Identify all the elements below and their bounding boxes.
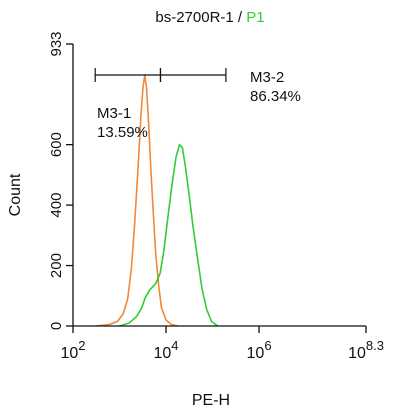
gate-markers: M3-1 13.59% M3-2 86.34%	[94, 68, 301, 141]
gate-percent: 13.59%	[97, 124, 148, 141]
x-axis-label: PE-H	[192, 392, 230, 409]
y-tick-label: 400	[48, 193, 65, 218]
x-tick-label: 106	[247, 338, 272, 362]
chart-title: bs-2700R-1 / P1	[155, 9, 264, 26]
title-gate: P1	[246, 9, 264, 26]
gate-name: M3-2	[250, 69, 284, 86]
y-tick-label: 0	[48, 322, 65, 330]
y-tick-label: 933	[48, 31, 65, 56]
gate-name: M3-1	[97, 105, 131, 122]
gate-percent: 86.34%	[250, 88, 301, 105]
y-axis-label: Count	[7, 173, 24, 216]
x-tick-label: 108.3	[348, 338, 384, 362]
title-sample: bs-2700R-1 /	[155, 9, 246, 26]
x-tick-label: 104	[154, 338, 179, 362]
y-tick-label: 600	[48, 132, 65, 157]
y-tick-label: 200	[48, 253, 65, 278]
x-tick-label: 102	[60, 338, 85, 362]
axes: 0 200 400 600 933 102 104 106 108.3	[48, 31, 384, 362]
histogram-series-2	[119, 143, 219, 327]
